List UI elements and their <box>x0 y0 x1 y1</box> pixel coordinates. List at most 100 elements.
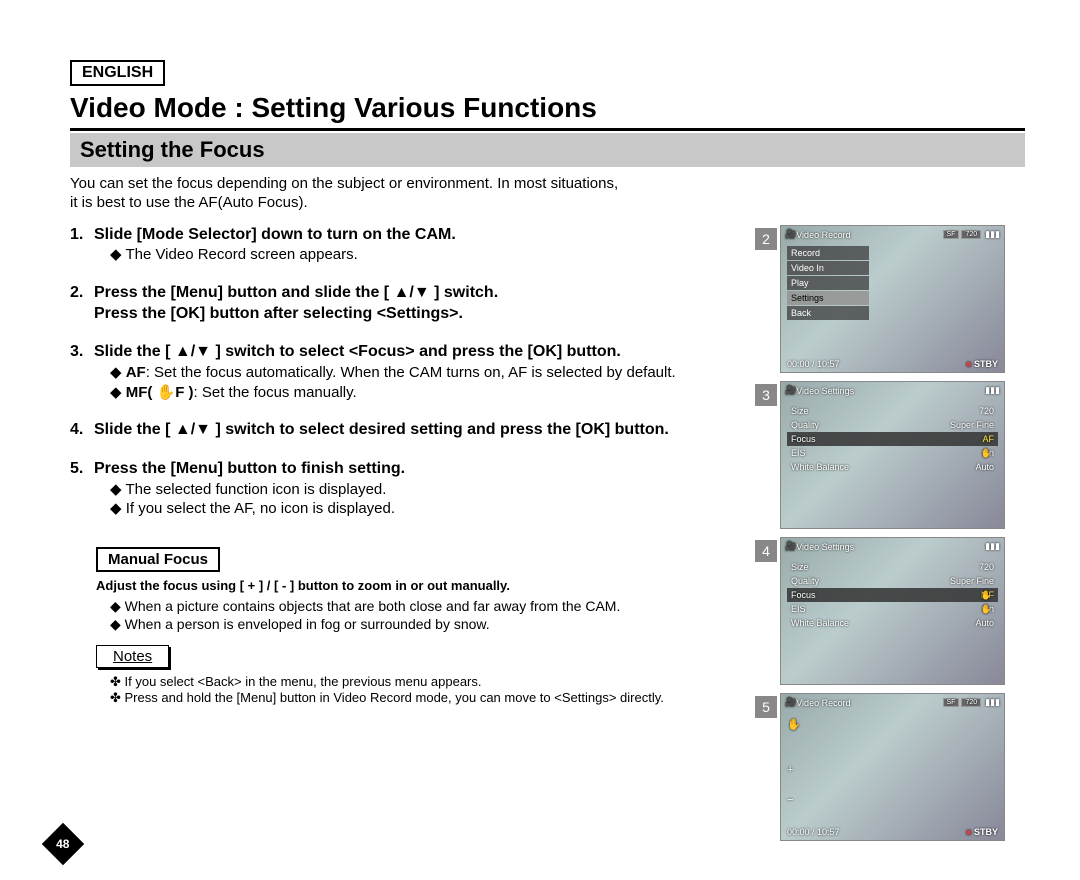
row-size: Size 720 <box>787 404 998 418</box>
camcorder-icon: 🎥 <box>785 541 796 552</box>
hand-icon: ✋ <box>981 590 992 601</box>
step-2: 2.Press the [Menu] button and slide the … <box>70 283 768 325</box>
lbl: Quality <box>791 420 819 430</box>
val: 720 <box>979 562 994 572</box>
step-3-head: Slide the [ ▲/▼ ] switch to select <Focu… <box>94 342 764 363</box>
lbl: EIS <box>791 604 806 614</box>
mf-text: : Set the focus manually. <box>194 384 357 401</box>
screenshot-3-num: 3 <box>755 384 777 406</box>
screenshot-4-topbar: 🎥 Video Settings ▮▮▮ <box>781 538 1004 556</box>
camcorder-icon: 🎥 <box>785 229 796 240</box>
row-quality: Quality Super Fine <box>787 574 998 588</box>
badge-720: 720 <box>961 230 981 239</box>
step-5-bullet-1: The selected function icon is displayed. <box>110 480 768 500</box>
row-focus: Focus AF <box>787 432 998 446</box>
intro-line-2: it is best to use the AF(Auto Focus). <box>70 194 308 211</box>
battery-icon: ▮▮▮ <box>985 697 1000 708</box>
battery-icon: ▮▮▮ <box>985 385 1000 396</box>
section-header: Setting the Focus <box>70 133 1025 167</box>
menu-video-in: Video In <box>787 261 869 275</box>
time-counter: 00:00 / 10:57 <box>787 359 840 369</box>
note-1: If you select <Back> in the menu, the pr… <box>110 674 768 690</box>
val: 720 <box>979 406 994 416</box>
lbl: EIS <box>791 448 806 458</box>
page-number: 48 <box>56 836 69 850</box>
step-3-bullet-af: AF: Set the focus automatically. When th… <box>110 363 768 383</box>
plus-icon: + <box>787 764 793 776</box>
val: Auto <box>975 618 994 628</box>
content-wrap: 1.Slide [Mode Selector] down to turn on … <box>70 225 1025 849</box>
note-2: Press and hold the [Menu] button in Vide… <box>110 690 768 706</box>
screenshot-3-title: Video Settings <box>796 386 985 396</box>
screenshot-3-topbar: 🎥 Video Settings ▮▮▮ <box>781 382 1004 400</box>
screenshot-5-title: Video Record <box>796 698 940 708</box>
mf-hand-icon: ✋ <box>787 718 801 731</box>
screenshot-2-num: 2 <box>755 228 777 250</box>
step-5-bullet-2: If you select the AF, no icon is display… <box>110 499 768 519</box>
step-2-num: 2. <box>70 283 94 304</box>
step-5-head: Press the [Menu] button to finish settin… <box>94 459 764 480</box>
step-5: 5.Press the [Menu] button to finish sett… <box>70 459 768 519</box>
step-4-num: 4. <box>70 420 94 441</box>
row-eis: EISOn✋ <box>787 602 998 616</box>
step-2-head: Press the [Menu] button and slide the [ … <box>94 283 764 325</box>
row-focus: FocusMF✋ <box>787 588 998 602</box>
step-2-l2: Press the [OK] button after selecting <S… <box>94 305 463 322</box>
screenshot-3: 3 🎥 Video Settings ▮▮▮ Size720 QualitySu… <box>780 381 1005 529</box>
mf-bullet-1: When a picture contains objects that are… <box>110 597 768 615</box>
notes-list: If you select <Back> in the menu, the pr… <box>110 674 768 706</box>
step-5-num: 5. <box>70 459 94 480</box>
lbl: Focus <box>791 434 816 444</box>
lbl: White Balance <box>791 618 849 628</box>
badge-sf: SF <box>943 230 960 239</box>
stby-indicator: STBY <box>966 827 998 837</box>
step-4-head: Slide the [ ▲/▼ ] switch to select desir… <box>94 420 764 441</box>
step-1: 1.Slide [Mode Selector] down to turn on … <box>70 225 768 265</box>
step-1-num: 1. <box>70 225 94 246</box>
step-3: 3.Slide the [ ▲/▼ ] switch to select <Fo… <box>70 342 768 402</box>
menu-play: Play <box>787 276 869 290</box>
manual-focus-heading: Manual Focus <box>96 547 220 572</box>
stby-indicator: STBY <box>966 359 998 369</box>
language-box: ENGLISH <box>70 60 165 86</box>
screenshot-5-bottom: 00:00 / 10:57 STBY <box>787 827 998 837</box>
badge-720: 720 <box>961 698 981 707</box>
step-1-head: Slide [Mode Selector] down to turn on th… <box>94 225 764 246</box>
af-label: AF <box>126 364 146 381</box>
page-number-badge: 48 <box>48 829 78 859</box>
hand-icon: ✋ <box>981 448 992 459</box>
row-wb: White BalanceAuto <box>787 460 998 474</box>
manual-page: ENGLISH Video Mode : Setting Various Fun… <box>0 0 1080 879</box>
screenshot-4-title: Video Settings <box>796 542 985 552</box>
row-eis: EISOn✋ <box>787 446 998 460</box>
row-size: Size720 <box>787 560 998 574</box>
row-wb: White Balance Auto <box>787 616 998 630</box>
lbl: Size <box>791 406 809 416</box>
val: AF <box>982 434 994 444</box>
step-3-bullet-mf: MF( ✋F ): Set the focus manually. <box>110 383 768 403</box>
lbl: Focus <box>791 590 816 600</box>
mf-bullet-2: When a person is enveloped in fog or sur… <box>110 615 768 633</box>
badge-sf: SF <box>943 698 960 707</box>
screenshot-2-topbar: 🎥 Video Record SF 720 ▮▮▮ <box>781 226 1004 244</box>
step-3-num: 3. <box>70 342 94 363</box>
val: Super Fine <box>950 576 994 586</box>
lbl: White Balance <box>791 462 849 472</box>
menu-record: Record <box>787 246 869 260</box>
screenshot-4-num: 4 <box>755 540 777 562</box>
mf-label: MF( ✋F ) <box>126 384 194 401</box>
step-4: 4.Slide the [ ▲/▼ ] switch to select des… <box>70 420 768 441</box>
battery-icon: ▮▮▮ <box>985 229 1000 240</box>
camcorder-icon: 🎥 <box>785 385 796 396</box>
lbl: Quality <box>791 576 819 586</box>
time-counter: 00:00 / 10:57 <box>787 827 840 837</box>
manual-focus-intro: Adjust the focus using [ + ] / [ - ] but… <box>96 578 768 593</box>
right-column: 2 🎥 Video Record SF 720 ▮▮▮ Record Video… <box>780 225 1025 849</box>
camcorder-icon: 🎥 <box>785 697 796 708</box>
screenshot-2: 2 🎥 Video Record SF 720 ▮▮▮ Record Video… <box>780 225 1005 373</box>
screenshot-5-topbar: 🎥 Video Record SF 720 ▮▮▮ <box>781 694 1004 712</box>
battery-icon: ▮▮▮ <box>985 541 1000 552</box>
screenshot-4: 4 🎥 Video Settings ▮▮▮ Size720 QualitySu… <box>780 537 1005 685</box>
val: Super Fine <box>950 420 994 430</box>
steps-list: 1.Slide [Mode Selector] down to turn on … <box>70 225 768 519</box>
